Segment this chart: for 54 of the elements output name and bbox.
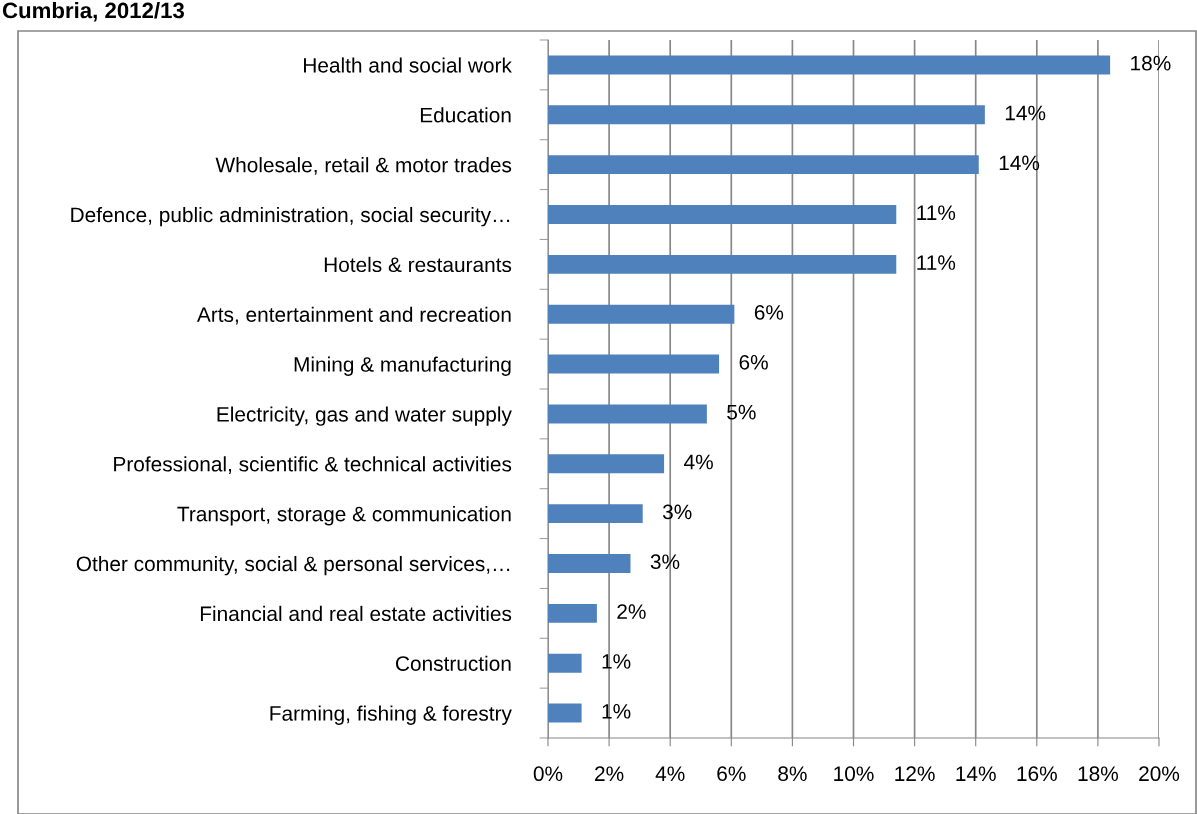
data-label: 1% [602, 704, 631, 719]
bar [548, 55, 1111, 75]
bar [548, 554, 631, 573]
x-tick-label: 12% [895, 766, 935, 781]
x-tick-label: 16% [1017, 766, 1057, 782]
y-tick-label: Health and social work [304, 57, 512, 73]
bar [548, 653, 582, 673]
y-tick-label: Mining & manufacturing [294, 356, 511, 376]
data-label: 11% [917, 205, 956, 221]
y-tick-label: Financial and real estate activities [200, 605, 512, 622]
bar [548, 404, 707, 424]
y-tick-label: Farming, fishing & forestry [270, 705, 512, 725]
y-tick-label: Other community, social & personal services,… [76, 555, 510, 576]
y-tick-label: Defence, public administration, social security… [71, 206, 510, 227]
y-tick-label: Wholesale, retail & motor trades [215, 157, 512, 175]
data-label: 5% [727, 404, 756, 420]
bar [548, 254, 897, 274]
y-tick-label: Transport, storage & communication [177, 506, 511, 526]
x-tick-label: 18% [1078, 766, 1119, 782]
x-tick-label: 6% [717, 766, 746, 782]
data-label: 1% [602, 654, 631, 669]
bar [548, 155, 979, 175]
data-label: 18% [1131, 55, 1171, 71]
y-tick-label: Education [420, 107, 511, 123]
x-tick-label: 10% [834, 766, 874, 782]
data-label: 11% [917, 255, 956, 270]
bar [548, 454, 665, 474]
x-tick-label: 20% [1139, 766, 1180, 782]
bar [548, 354, 720, 374]
text: Cumbria, 2012/13 [2, 2, 185, 22]
data-label: 2% [617, 604, 646, 619]
data-label: 14% [999, 155, 1040, 171]
bar [548, 304, 735, 324]
data-label: 14% [1005, 105, 1046, 121]
bar [548, 703, 582, 723]
bar [548, 504, 643, 524]
data-label: 3% [662, 504, 692, 520]
x-tick-label: 4% [655, 766, 685, 781]
y-tick-label: Professional, scientific & technical activities [114, 456, 512, 474]
y-tick-label: Construction [396, 655, 511, 671]
data-label: 6% [754, 305, 784, 320]
data-label: 3% [650, 554, 680, 570]
bar [548, 205, 897, 224]
x-tick-label: 14% [956, 766, 996, 781]
y-tick-label: Arts, entertainment and recreation [196, 306, 511, 325]
data-label: 6% [739, 354, 768, 370]
y-tick-label: Hotels & restaurants [324, 256, 512, 273]
x-tick-label: 8% [778, 766, 807, 782]
data-label: 4% [684, 454, 713, 470]
bar [548, 603, 597, 623]
y-tick-label: Electricity, gas and water supply [217, 406, 512, 426]
x-tick-label: 2% [595, 766, 624, 781]
x-tick-label: 0% [533, 766, 563, 782]
bar [548, 105, 985, 125]
